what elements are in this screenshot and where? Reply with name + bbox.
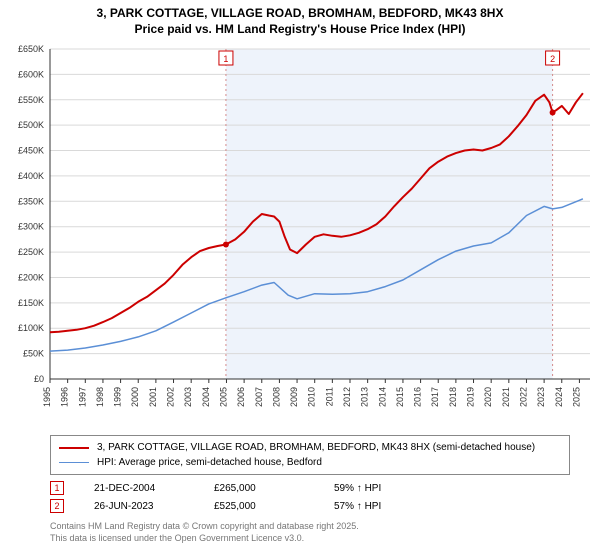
legend-swatch	[59, 447, 89, 449]
svg-text:2010: 2010	[307, 387, 317, 407]
sale-marker-table: 1 21-DEC-2004 £265,000 59% ↑ HPI 2 26-JUN-202…	[50, 479, 570, 515]
footer-line-1: Contains HM Land Registry data © Crown c…	[50, 521, 570, 533]
svg-text:2025: 2025	[571, 387, 581, 407]
svg-text:1: 1	[223, 54, 228, 64]
svg-text:£450K: £450K	[18, 146, 44, 156]
svg-text:1995: 1995	[42, 387, 52, 407]
svg-text:£150K: £150K	[18, 298, 44, 308]
svg-text:2004: 2004	[201, 387, 211, 407]
svg-text:2018: 2018	[448, 387, 458, 407]
marker-delta: 57% ↑ HPI	[334, 501, 424, 512]
legend-row: 3, PARK COTTAGE, VILLAGE ROAD, BROMHAM, …	[59, 440, 561, 455]
svg-text:£0: £0	[34, 374, 44, 384]
svg-text:2002: 2002	[166, 387, 176, 407]
svg-text:1999: 1999	[113, 387, 123, 407]
svg-text:£600K: £600K	[18, 70, 44, 80]
chart-area: £0 £50K £100K £150K £200K £250K £300K £350K £400…	[0, 39, 600, 429]
svg-text:£400K: £400K	[18, 171, 44, 181]
footer-line-2: This data is licensed under the Open Gov…	[50, 533, 570, 545]
svg-text:2005: 2005	[218, 387, 228, 407]
svg-text:£350K: £350K	[18, 196, 44, 206]
marker-date: 26-JUN-2023	[94, 501, 184, 512]
svg-text:2001: 2001	[148, 387, 158, 407]
svg-text:2022: 2022	[518, 387, 528, 407]
marker-row: 1 21-DEC-2004 £265,000 59% ↑ HPI	[50, 479, 570, 497]
legend-row: HPI: Average price, semi-detached house,…	[59, 455, 561, 470]
svg-text:2011: 2011	[324, 387, 334, 406]
svg-text:2016: 2016	[413, 387, 423, 407]
svg-text:£200K: £200K	[18, 273, 44, 283]
svg-text:£300K: £300K	[18, 222, 44, 232]
legend: 3, PARK COTTAGE, VILLAGE ROAD, BROMHAM, …	[50, 435, 570, 475]
svg-text:2012: 2012	[342, 387, 352, 407]
marker-price: £265,000	[214, 483, 304, 494]
svg-text:2024: 2024	[554, 387, 564, 407]
svg-text:£500K: £500K	[18, 120, 44, 130]
svg-text:2015: 2015	[395, 387, 405, 407]
svg-text:£550K: £550K	[18, 95, 44, 105]
legend-label: 3, PARK COTTAGE, VILLAGE ROAD, BROMHAM, …	[97, 440, 535, 455]
legend-swatch	[59, 462, 89, 463]
svg-text:2003: 2003	[183, 387, 193, 407]
svg-text:2014: 2014	[377, 387, 387, 407]
svg-text:£50K: £50K	[23, 349, 44, 359]
marker-date: 21-DEC-2004	[94, 483, 184, 494]
title-block: 3, PARK COTTAGE, VILLAGE ROAD, BROMHAM, …	[0, 0, 600, 39]
chart-container: 3, PARK COTTAGE, VILLAGE ROAD, BROMHAM, …	[0, 0, 600, 560]
svg-text:2007: 2007	[254, 387, 264, 407]
svg-text:2020: 2020	[483, 387, 493, 407]
svg-text:2013: 2013	[360, 387, 370, 407]
svg-text:1996: 1996	[60, 387, 70, 407]
svg-text:2009: 2009	[289, 387, 299, 407]
svg-text:2023: 2023	[536, 387, 546, 407]
legend-label: HPI: Average price, semi-detached house,…	[97, 455, 322, 470]
svg-text:2006: 2006	[236, 387, 246, 407]
svg-text:1998: 1998	[95, 387, 105, 407]
marker-badge: 1	[50, 481, 64, 495]
svg-text:£250K: £250K	[18, 247, 44, 257]
svg-text:1997: 1997	[77, 387, 87, 407]
title-line-1: 3, PARK COTTAGE, VILLAGE ROAD, BROMHAM, …	[10, 6, 590, 22]
svg-text:£100K: £100K	[18, 323, 44, 333]
marker-price: £525,000	[214, 501, 304, 512]
marker-delta: 59% ↑ HPI	[334, 483, 424, 494]
line-chart-svg: £0 £50K £100K £150K £200K £250K £300K £350K £400…	[0, 39, 600, 429]
svg-text:2017: 2017	[430, 387, 440, 407]
marker-badge: 2	[50, 499, 64, 513]
footer-attribution: Contains HM Land Registry data © Crown c…	[50, 521, 570, 544]
title-line-2: Price paid vs. HM Land Registry's House …	[10, 22, 590, 38]
svg-text:2019: 2019	[466, 387, 476, 407]
svg-text:2000: 2000	[130, 387, 140, 407]
svg-text:2: 2	[550, 54, 555, 64]
svg-text:2008: 2008	[271, 387, 281, 407]
marker-row: 2 26-JUN-2023 £525,000 57% ↑ HPI	[50, 497, 570, 515]
svg-text:£650K: £650K	[18, 44, 44, 54]
svg-text:2021: 2021	[501, 387, 511, 407]
